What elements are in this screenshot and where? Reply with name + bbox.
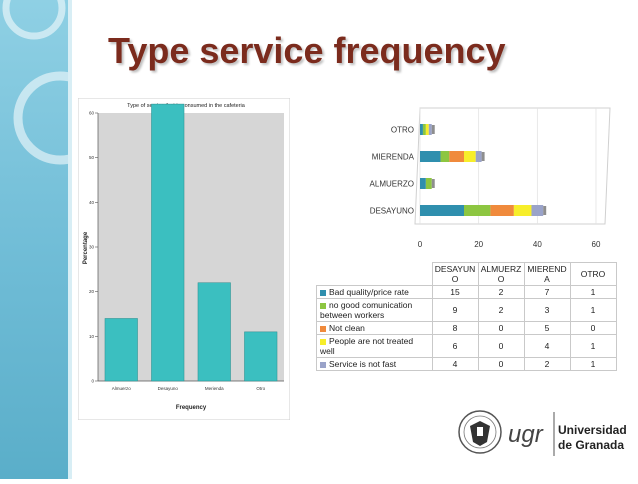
- chart-right-bar-segment: [428, 124, 432, 135]
- table-cell: 0: [569, 321, 617, 335]
- table-cell: 2: [477, 298, 525, 322]
- sidebar-edge: [68, 0, 72, 479]
- table-cell: 0: [477, 321, 525, 335]
- chart-right-bar-segment: [440, 151, 450, 162]
- table-row: Bad quality/price rate 15 2 7 1: [316, 285, 617, 299]
- chart-right-bar-segment: [531, 205, 544, 216]
- chart-left-x-tick-label: Desayuno: [158, 386, 179, 391]
- table-cell: 2: [477, 285, 525, 299]
- chart-right-bar-cap: [543, 206, 547, 215]
- chart-left-bar: [197, 282, 231, 382]
- chart-right-x-tick-label: 20: [474, 240, 483, 249]
- chart-left-y-tick-label: 0: [91, 379, 94, 384]
- chart-left-x-tick-label: Otro: [256, 386, 265, 391]
- chart-right-category-label: DESAYUNO: [370, 207, 414, 216]
- table-cell: 9: [431, 298, 479, 322]
- table-cell: 6: [431, 334, 479, 358]
- table-cell: 0: [477, 357, 525, 371]
- table-cell: 1: [569, 334, 617, 358]
- chart-right-category-label: OTRO: [391, 126, 414, 135]
- chart-right-bar-segment: [422, 124, 426, 135]
- table-header-cell: OTRO: [569, 262, 617, 286]
- table-cell: 2: [523, 357, 571, 371]
- chart-right-bar-segment: [490, 205, 514, 216]
- chart-left-x-tick-label: Merienda: [205, 386, 224, 391]
- table-row: Not clean 8 0 5 0: [316, 321, 617, 335]
- chart-left-xlabel: Frequency: [176, 405, 207, 411]
- table-cell: 4: [431, 357, 479, 371]
- chart-right-bar-segment: [464, 205, 491, 216]
- percentage-bar-chart: Type of service that is consumed in the …: [78, 98, 290, 420]
- chart-right-category-label: MIERENDA: [372, 153, 415, 162]
- table-row: no good comunication between workers 9 2…: [316, 298, 617, 322]
- decorative-sidebar: [0, 0, 107, 479]
- chart-right-bar-segment: [425, 178, 432, 189]
- chart-right-bar-segment: [420, 178, 426, 189]
- chart-right-bar-segment: [449, 151, 464, 162]
- legend-key: [320, 338, 326, 345]
- legend-key: [320, 302, 326, 309]
- legend-key: [320, 289, 326, 296]
- chart-right-category-label: ALMUERZO: [370, 180, 414, 189]
- series-label: Not clean: [329, 323, 365, 333]
- table-header-cell: MIERENDA: [523, 262, 571, 286]
- ugr-brand: ugr: [508, 421, 544, 448]
- chart-left-y-tick-label: 40: [89, 200, 95, 205]
- chart-right-x-tick-label: 40: [533, 240, 542, 249]
- series-label: People are not treated well: [320, 336, 414, 356]
- slide-title: Type service frequency: [108, 30, 506, 71]
- chart-left-bar: [151, 103, 185, 382]
- table-cell: 0: [477, 334, 525, 358]
- chart-right-x-tick-label: 0: [418, 240, 423, 249]
- university-logo: ugr Universidad de Granada: [458, 410, 626, 456]
- chart-right-x-tick-label: 60: [592, 240, 601, 249]
- chart-right-bar-cap: [481, 152, 485, 161]
- chart-left-y-tick-label: 30: [89, 245, 95, 250]
- chart-right-bar-segment: [513, 205, 532, 216]
- data-table: DESAYUNO ALMUERZO MIERENDA OTRO Bad qual…: [316, 262, 617, 371]
- chart-right-back-wall: [414, 107, 611, 225]
- table-cell: 8: [431, 321, 479, 335]
- series-label: Bad quality/price rate: [329, 287, 409, 297]
- chart-left-x-tick-label: Almuerzo: [112, 386, 132, 391]
- series-label: no good comunication between workers: [320, 300, 413, 320]
- legend-key: [320, 325, 326, 332]
- table-cell: 15: [431, 285, 479, 299]
- table-cell: 4: [523, 334, 571, 358]
- chart-right-bar-segment: [464, 151, 476, 162]
- chart-right-bar-segment: [425, 124, 429, 135]
- chart-right-bar-segment: [420, 205, 464, 216]
- chart-right-bar-segment: [475, 151, 482, 162]
- chart-left-y-tick-label: 50: [89, 155, 95, 160]
- table-cell: 1: [569, 298, 617, 322]
- table-cell: 1: [569, 357, 617, 371]
- table-row: People are not treated well 6 0 4 1: [316, 334, 617, 358]
- chart-left-bar: [104, 318, 138, 382]
- legend-key: [320, 361, 326, 368]
- table-cell: 5: [523, 321, 571, 335]
- chart-left-y-tick-label: 10: [89, 334, 95, 339]
- chart-right-bar-segment: [420, 124, 423, 135]
- crest-icon: [458, 410, 502, 454]
- table-cell: 7: [523, 285, 571, 299]
- table-row: Service is not fast 4 0 2 1: [316, 357, 617, 371]
- decorative-circles: [2, 0, 107, 165]
- stacked-bar-chart: OTRO MIERENDA ALMUERZO DESAYUNO 0 20 40 60: [370, 107, 611, 249]
- chart-left-bar: [244, 331, 278, 382]
- chart-right-bar-cap: [431, 179, 435, 188]
- table-header-cell: ALMUERZO: [477, 262, 525, 286]
- logo-line2: de Granada: [558, 438, 624, 452]
- chart-left-title: Type of service that is consumed in the …: [127, 103, 246, 109]
- chart-left-y-tick-label: 20: [89, 289, 95, 294]
- logo-line1: Universidad: [558, 423, 626, 437]
- table-header-row: DESAYUNO ALMUERZO MIERENDA OTRO: [317, 262, 617, 286]
- chart-left-ylabel: Percentage: [83, 231, 89, 264]
- table-cell: 1: [569, 285, 617, 299]
- chart-right-bar-cap: [431, 125, 435, 134]
- chart-right-bar-segment: [420, 151, 441, 162]
- series-label: Service is not fast: [329, 359, 397, 369]
- table-header-cell: DESAYUNO: [431, 262, 479, 286]
- table-cell: 3: [523, 298, 571, 322]
- chart-left-y-tick-label: 60: [89, 111, 95, 116]
